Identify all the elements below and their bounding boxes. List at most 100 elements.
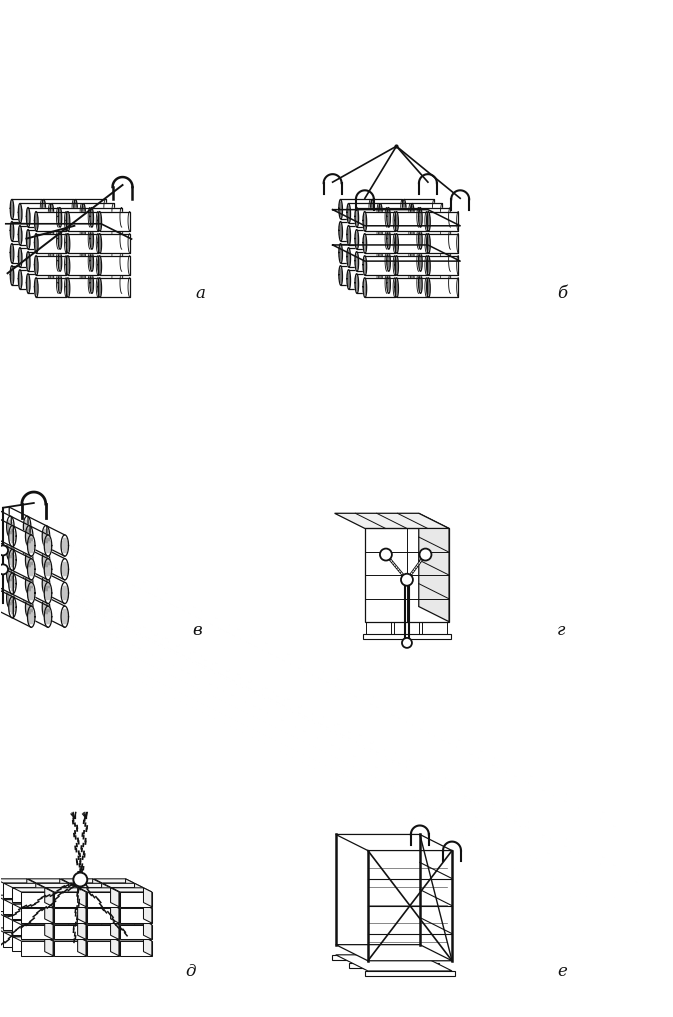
Polygon shape xyxy=(120,230,124,249)
Polygon shape xyxy=(402,222,406,241)
Polygon shape xyxy=(3,883,35,898)
Polygon shape xyxy=(104,222,108,241)
Polygon shape xyxy=(50,203,54,223)
Polygon shape xyxy=(112,920,152,924)
Polygon shape xyxy=(24,563,31,585)
Polygon shape xyxy=(36,234,66,253)
Polygon shape xyxy=(46,937,86,941)
Polygon shape xyxy=(388,207,419,227)
Polygon shape xyxy=(52,247,82,267)
Polygon shape xyxy=(77,937,86,956)
Polygon shape xyxy=(70,884,110,888)
Polygon shape xyxy=(341,199,371,219)
Polygon shape xyxy=(100,234,130,253)
Polygon shape xyxy=(26,207,30,227)
Polygon shape xyxy=(28,558,35,580)
Polygon shape xyxy=(74,243,77,263)
Polygon shape xyxy=(52,226,82,245)
Polygon shape xyxy=(69,900,77,918)
Polygon shape xyxy=(9,549,16,571)
Polygon shape xyxy=(58,230,62,249)
Polygon shape xyxy=(363,234,367,253)
Polygon shape xyxy=(69,883,101,898)
Polygon shape xyxy=(24,516,31,537)
Polygon shape xyxy=(11,517,29,547)
Polygon shape xyxy=(90,207,94,227)
Polygon shape xyxy=(111,888,143,902)
Polygon shape xyxy=(20,203,50,223)
Polygon shape xyxy=(126,911,134,931)
Polygon shape xyxy=(75,222,106,241)
Polygon shape xyxy=(411,247,414,267)
Polygon shape xyxy=(102,932,134,947)
Polygon shape xyxy=(74,199,77,219)
Text: в: в xyxy=(192,621,202,639)
Polygon shape xyxy=(28,583,35,604)
Polygon shape xyxy=(339,243,343,263)
Polygon shape xyxy=(143,937,152,956)
Polygon shape xyxy=(0,579,10,608)
Polygon shape xyxy=(421,230,450,249)
Polygon shape xyxy=(42,222,46,241)
Polygon shape xyxy=(66,255,70,276)
Polygon shape xyxy=(347,203,351,223)
Polygon shape xyxy=(379,247,382,267)
Polygon shape xyxy=(66,278,70,297)
Polygon shape xyxy=(68,234,98,253)
Text: е: е xyxy=(557,963,567,979)
Polygon shape xyxy=(65,212,68,231)
Polygon shape xyxy=(80,270,83,290)
Polygon shape xyxy=(429,212,458,231)
Polygon shape xyxy=(46,888,86,892)
Polygon shape xyxy=(74,222,77,241)
Polygon shape xyxy=(50,247,54,267)
Polygon shape xyxy=(402,199,406,219)
Polygon shape xyxy=(37,916,77,920)
Polygon shape xyxy=(93,928,101,947)
Polygon shape xyxy=(26,230,30,249)
Polygon shape xyxy=(100,212,130,231)
Polygon shape xyxy=(100,255,130,276)
Polygon shape xyxy=(94,928,134,932)
Polygon shape xyxy=(44,606,52,627)
Polygon shape xyxy=(365,971,455,976)
Polygon shape xyxy=(82,203,85,223)
Polygon shape xyxy=(112,888,152,892)
Polygon shape xyxy=(79,888,119,892)
Polygon shape xyxy=(457,255,460,276)
Polygon shape xyxy=(393,212,396,231)
Polygon shape xyxy=(385,207,388,227)
Circle shape xyxy=(380,548,392,560)
Polygon shape xyxy=(404,222,434,241)
Polygon shape xyxy=(74,265,77,286)
Polygon shape xyxy=(50,270,54,290)
Polygon shape xyxy=(69,916,77,935)
Polygon shape xyxy=(429,255,458,276)
Polygon shape xyxy=(98,212,102,231)
Polygon shape xyxy=(55,908,86,923)
Text: а: а xyxy=(196,285,205,302)
Polygon shape xyxy=(135,900,143,918)
Polygon shape xyxy=(419,251,422,272)
Polygon shape xyxy=(417,207,421,227)
Circle shape xyxy=(419,548,431,560)
Polygon shape xyxy=(61,535,69,556)
Polygon shape xyxy=(28,606,35,627)
Polygon shape xyxy=(87,892,119,907)
Polygon shape xyxy=(404,199,434,219)
Polygon shape xyxy=(409,247,413,267)
Polygon shape xyxy=(75,244,106,263)
Polygon shape xyxy=(44,558,52,580)
Polygon shape xyxy=(92,207,122,227)
Polygon shape xyxy=(411,226,414,245)
Polygon shape xyxy=(92,274,122,293)
Polygon shape xyxy=(3,899,35,914)
Polygon shape xyxy=(387,274,390,294)
Polygon shape xyxy=(120,274,124,294)
Polygon shape xyxy=(3,932,35,947)
Polygon shape xyxy=(77,920,86,940)
Polygon shape xyxy=(37,884,77,888)
Polygon shape xyxy=(12,222,42,241)
Polygon shape xyxy=(457,212,460,231)
Polygon shape xyxy=(396,212,427,231)
